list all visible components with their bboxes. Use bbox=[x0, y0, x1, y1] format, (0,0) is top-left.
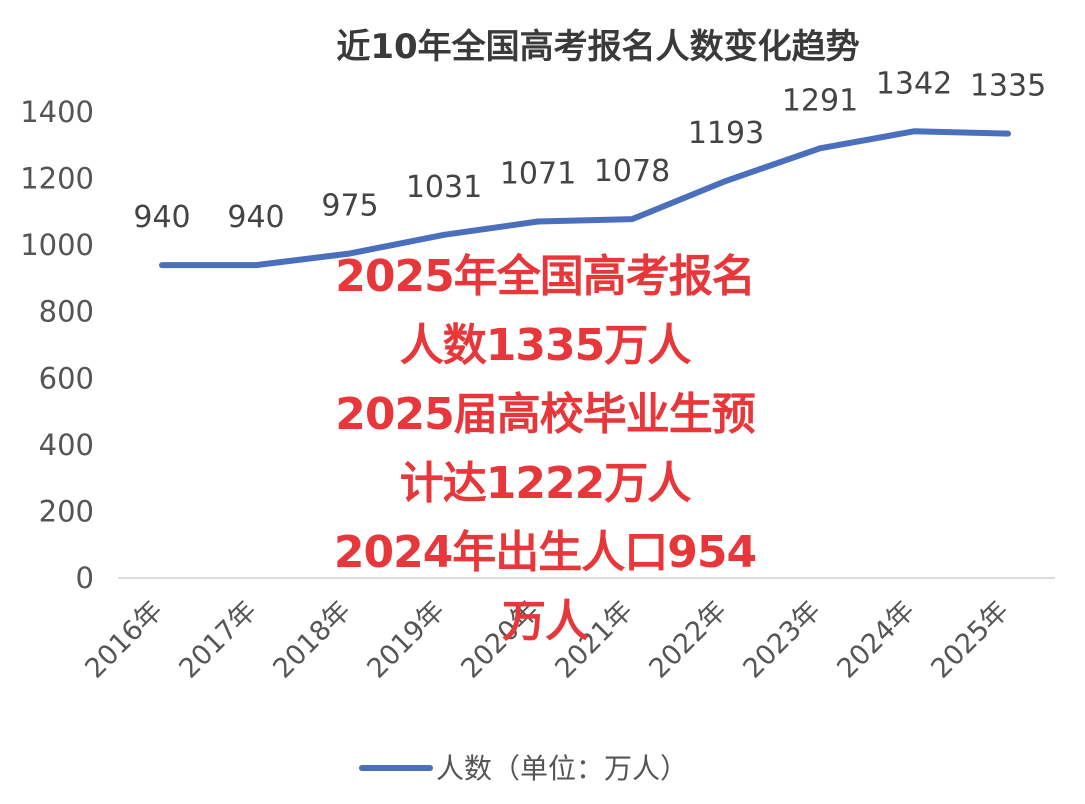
overlay-line: 2025年全国高考报名 bbox=[250, 242, 840, 311]
legend-label: 人数（单位：万人） bbox=[436, 752, 688, 785]
chart-title: 近10年全国高考报名人数变化趋势 bbox=[336, 27, 859, 67]
y-tick-label: 1200 bbox=[20, 162, 94, 196]
data-label: 940 bbox=[227, 200, 284, 235]
y-tick-label: 600 bbox=[39, 361, 94, 395]
overlay-line: 万人 bbox=[250, 587, 840, 656]
y-tick-label: 200 bbox=[39, 494, 94, 528]
overlay-annotation: 2025年全国高考报名 人数1335万人 2025届高校毕业生预 计达1222万… bbox=[250, 242, 840, 656]
x-tick-label: 2025年 bbox=[925, 595, 1015, 685]
overlay-line: 计达1222万人 bbox=[250, 449, 840, 518]
data-label: 940 bbox=[133, 200, 190, 235]
data-label: 1078 bbox=[594, 154, 670, 189]
data-labels: 940 940 975 1031 1071 1078 1193 1291 1342 1335 bbox=[133, 66, 1046, 235]
y-tick-label: 800 bbox=[39, 295, 94, 329]
x-tick-label: 2024年 bbox=[831, 595, 921, 685]
overlay-line: 2025届高校毕业生预 bbox=[250, 380, 840, 449]
overlay-line: 2024年出生人口954 bbox=[250, 518, 840, 587]
x-tick-label: 2016年 bbox=[79, 595, 169, 685]
overlay-line: 人数1335万人 bbox=[250, 311, 840, 380]
data-label: 975 bbox=[321, 188, 378, 223]
data-label: 1193 bbox=[688, 116, 764, 151]
y-tick-label: 1000 bbox=[20, 228, 94, 262]
legend: 人数（单位：万人） bbox=[362, 752, 688, 785]
data-label: 1291 bbox=[782, 83, 858, 118]
data-label: 1342 bbox=[876, 66, 952, 101]
data-label: 1335 bbox=[970, 69, 1046, 104]
y-tick-label: 400 bbox=[39, 428, 94, 462]
y-tick-label: 0 bbox=[76, 561, 94, 595]
y-axis-ticks: 0 200 400 600 800 1000 1200 1400 bbox=[20, 95, 94, 595]
data-label: 1071 bbox=[500, 157, 576, 192]
y-tick-label: 1400 bbox=[20, 95, 94, 129]
data-label: 1031 bbox=[406, 170, 482, 205]
